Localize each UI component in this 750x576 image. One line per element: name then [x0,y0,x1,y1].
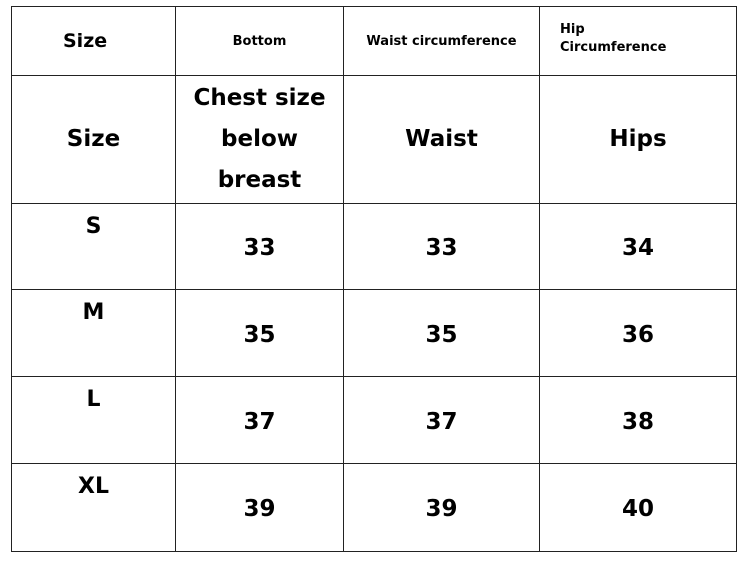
cell-text: 34 [621,235,654,261]
table-cell: Waist circumference [343,6,540,76]
cell-text: Waist [405,126,478,152]
cell-text: Chest size below breast [193,85,326,193]
table-cell: 35 [175,289,344,377]
cell-text: Hip Circumference [560,22,667,55]
table-cell: 39 [343,463,540,552]
table-cell: Bottom [175,6,344,76]
cell-text: 35 [243,321,276,348]
table-cell: Size [11,75,176,204]
table-cell: S [11,203,176,290]
cell-text: 40 [621,496,654,522]
table-cell: 35 [343,289,540,377]
table-cell: XL [11,463,176,552]
table-cell: 39 [175,463,344,552]
table-cell: M [11,289,176,377]
cell-text: 39 [243,496,276,522]
cell-text: Size [63,30,108,52]
cell-text: 38 [621,408,654,435]
cell-text: Size [66,126,121,152]
table-cell: 40 [539,463,737,552]
cell-text: Bottom [232,33,287,49]
table-cell: 37 [343,376,540,464]
cell-text: 37 [243,408,276,435]
table-cell: Hips [539,75,737,204]
cell-text: 36 [621,321,654,348]
table-cell: Size [11,6,176,76]
cell-text: Waist circumference [366,33,517,49]
cell-text: L [86,387,101,412]
table-cell: 38 [539,376,737,464]
cell-text: 37 [425,408,458,435]
table-cell: Waist [343,75,540,204]
table-cell: Chest size below breast [175,75,344,204]
table-cell: L [11,376,176,464]
table-cell: 37 [175,376,344,464]
table-cell: 33 [175,203,344,290]
cell-text: 33 [425,235,458,261]
cell-text: S [85,214,102,239]
table-cell: 34 [539,203,737,290]
table-cell: Hip Circumference [539,6,737,76]
cell-text: 33 [243,235,276,261]
cell-text: Hips [609,126,667,152]
cell-text: 35 [425,321,458,348]
table-cell: 36 [539,289,737,377]
table-cell: 33 [343,203,540,290]
cell-text: XL [78,474,109,499]
cell-text: M [82,300,105,325]
cell-text: 39 [425,496,458,522]
